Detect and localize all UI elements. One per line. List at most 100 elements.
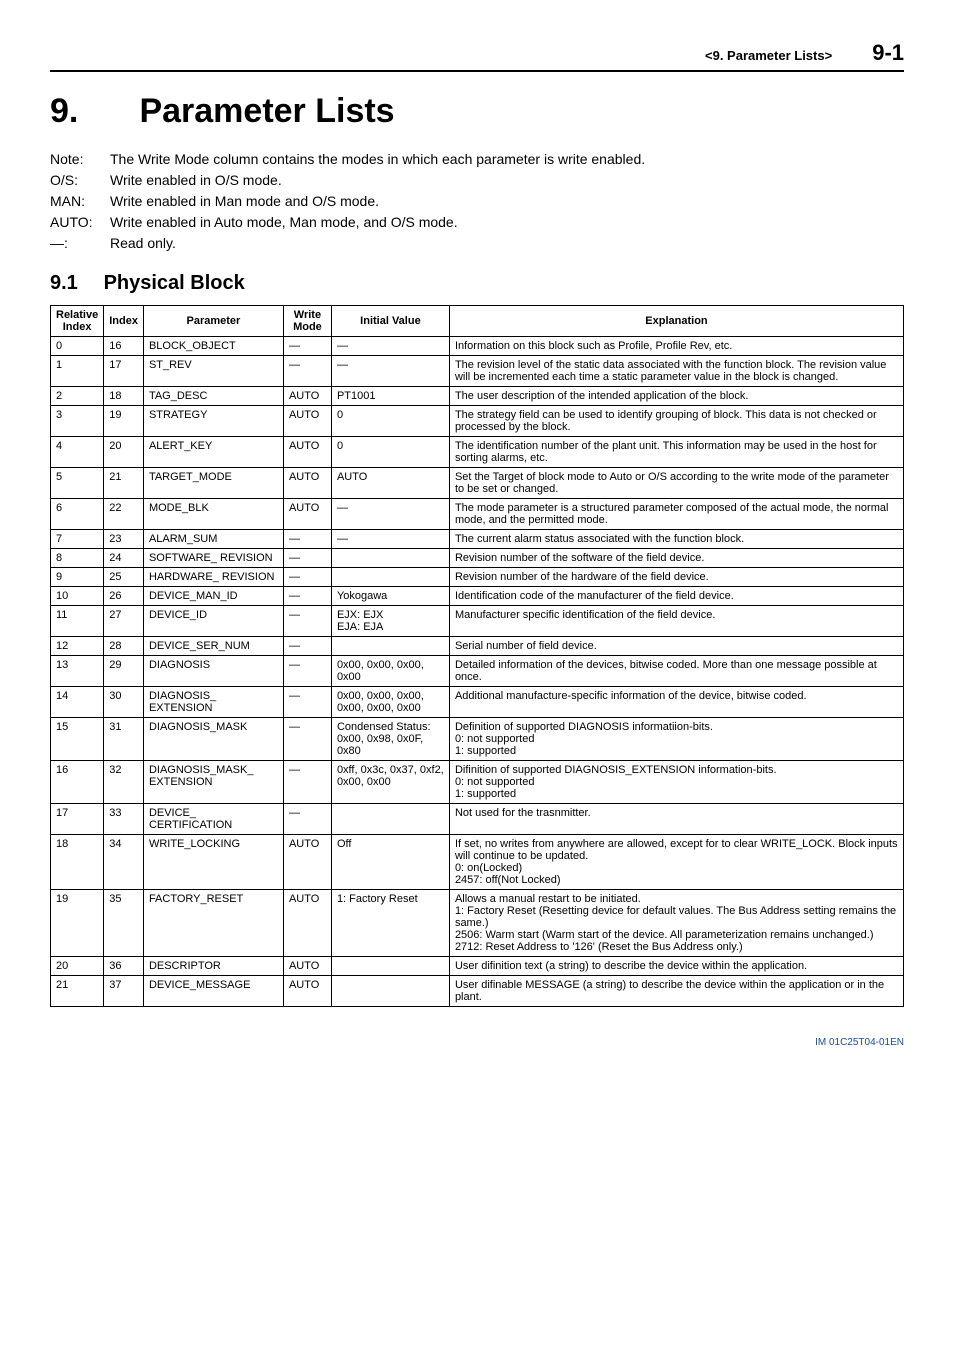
cell-parameter: DIAGNOSIS_MASK: [143, 718, 283, 761]
cell-explanation: User difinition text (a string) to descr…: [449, 957, 903, 976]
cell-relative-index: 15: [51, 718, 104, 761]
note-text: Write enabled in Auto mode, Man mode, an…: [110, 212, 458, 233]
cell-index: 32: [104, 761, 144, 804]
col-header-explanation: Explanation: [449, 306, 903, 337]
note-key: O/S:: [50, 170, 110, 191]
cell-explanation: User difinable MESSAGE (a string) to des…: [449, 976, 903, 1007]
cell-index: 17: [104, 356, 144, 387]
note-row: —:Read only.: [50, 233, 904, 254]
footer-doc-id: IM 01C25T04-01EN: [815, 1037, 904, 1048]
cell-index: 33: [104, 804, 144, 835]
section-number: 9.1: [50, 272, 98, 295]
cell-write-mode: —: [283, 804, 331, 835]
cell-explanation: The mode parameter is a structured param…: [449, 499, 903, 530]
cell-relative-index: 1: [51, 356, 104, 387]
cell-parameter: DIAGNOSIS: [143, 656, 283, 687]
table-row: 824SOFTWARE_ REVISION—Revision number of…: [51, 549, 904, 568]
section-title-text: Physical Block: [104, 272, 245, 294]
cell-relative-index: 10: [51, 587, 104, 606]
table-row: 1329DIAGNOSIS—0x00, 0x00, 0x00, 0x00Deta…: [51, 656, 904, 687]
cell-parameter: ALARM_SUM: [143, 530, 283, 549]
cell-index: 37: [104, 976, 144, 1007]
page-footer: IM 01C25T04-01EN: [50, 1037, 904, 1048]
cell-index: 35: [104, 890, 144, 957]
cell-relative-index: 17: [51, 804, 104, 835]
table-row: 016BLOCK_OBJECT——Information on this blo…: [51, 337, 904, 356]
cell-explanation: Definition of supported DIAGNOSIS inform…: [449, 718, 903, 761]
cell-index: 34: [104, 835, 144, 890]
cell-explanation: Information on this block such as Profil…: [449, 337, 903, 356]
cell-write-mode: —: [283, 637, 331, 656]
cell-initial-value: Off: [331, 835, 449, 890]
note-text: Write enabled in Man mode and O/S mode.: [110, 191, 379, 212]
table-row: 723ALARM_SUM——The current alarm status a…: [51, 530, 904, 549]
chapter-title: 9. Parameter Lists: [50, 92, 904, 131]
cell-initial-value: 0: [331, 406, 449, 437]
table-row: 2036DESCRIPTORAUTOUser difinition text (…: [51, 957, 904, 976]
cell-parameter: DEVICE_ID: [143, 606, 283, 637]
cell-relative-index: 20: [51, 957, 104, 976]
cell-explanation: The user description of the intended app…: [449, 387, 903, 406]
cell-explanation: The strategy field can be used to identi…: [449, 406, 903, 437]
note-key: AUTO:: [50, 212, 110, 233]
cell-explanation: Detailed information of the devices, bit…: [449, 656, 903, 687]
cell-parameter: SOFTWARE_ REVISION: [143, 549, 283, 568]
cell-index: 36: [104, 957, 144, 976]
note-text: Write enabled in O/S mode.: [110, 170, 282, 191]
cell-write-mode: AUTO: [283, 468, 331, 499]
col-header-write-mode: Write Mode: [283, 306, 331, 337]
cell-relative-index: 19: [51, 890, 104, 957]
table-row: 1733DEVICE_ CERTIFICATION—Not used for t…: [51, 804, 904, 835]
cell-initial-value: Yokogawa: [331, 587, 449, 606]
cell-initial-value: [331, 637, 449, 656]
cell-parameter: ST_REV: [143, 356, 283, 387]
cell-explanation: Identification code of the manufacturer …: [449, 587, 903, 606]
cell-relative-index: 9: [51, 568, 104, 587]
section-title: 9.1 Physical Block: [50, 272, 904, 295]
cell-write-mode: —: [283, 687, 331, 718]
note-text: The Write Mode column contains the modes…: [110, 149, 645, 170]
cell-parameter: HARDWARE_ REVISION: [143, 568, 283, 587]
note-key: —:: [50, 233, 110, 254]
cell-relative-index: 8: [51, 549, 104, 568]
cell-parameter: DEVICE_MAN_ID: [143, 587, 283, 606]
cell-index: 21: [104, 468, 144, 499]
table-header-row: Relative Index Index Parameter Write Mod…: [51, 306, 904, 337]
cell-parameter: DEVICE_SER_NUM: [143, 637, 283, 656]
cell-write-mode: —: [283, 761, 331, 804]
cell-index: 18: [104, 387, 144, 406]
header-page-number: 9-1: [872, 40, 904, 66]
cell-relative-index: 16: [51, 761, 104, 804]
cell-initial-value: 0: [331, 437, 449, 468]
cell-relative-index: 4: [51, 437, 104, 468]
note-row: MAN:Write enabled in Man mode and O/S mo…: [50, 191, 904, 212]
cell-relative-index: 21: [51, 976, 104, 1007]
cell-relative-index: 3: [51, 406, 104, 437]
table-row: 1632DIAGNOSIS_MASK_ EXTENSION—0xff, 0x3c…: [51, 761, 904, 804]
cell-explanation: Set the Target of block mode to Auto or …: [449, 468, 903, 499]
table-row: 622MODE_BLKAUTO—The mode parameter is a …: [51, 499, 904, 530]
parameter-table: Relative Index Index Parameter Write Mod…: [50, 305, 904, 1007]
note-row: O/S:Write enabled in O/S mode.: [50, 170, 904, 191]
cell-index: 30: [104, 687, 144, 718]
cell-parameter: DIAGNOSIS_MASK_ EXTENSION: [143, 761, 283, 804]
cell-parameter: STRATEGY: [143, 406, 283, 437]
cell-index: 31: [104, 718, 144, 761]
note-text: Read only.: [110, 233, 176, 254]
cell-index: 16: [104, 337, 144, 356]
cell-explanation: Allows a manual restart to be initiated.…: [449, 890, 903, 957]
col-header-initial-value: Initial Value: [331, 306, 449, 337]
cell-explanation: The current alarm status associated with…: [449, 530, 903, 549]
cell-initial-value: [331, 804, 449, 835]
cell-initial-value: EJX: EJX EJA: EJA: [331, 606, 449, 637]
cell-initial-value: AUTO: [331, 468, 449, 499]
cell-index: 19: [104, 406, 144, 437]
cell-relative-index: 5: [51, 468, 104, 499]
table-row: 521TARGET_MODEAUTOAUTOSet the Target of …: [51, 468, 904, 499]
table-row: 218TAG_DESCAUTOPT1001The user descriptio…: [51, 387, 904, 406]
cell-write-mode: —: [283, 587, 331, 606]
cell-relative-index: 7: [51, 530, 104, 549]
cell-explanation: Manufacturer specific identification of …: [449, 606, 903, 637]
cell-initial-value: 0x00, 0x00, 0x00, 0x00, 0x00, 0x00: [331, 687, 449, 718]
cell-initial-value: —: [331, 530, 449, 549]
